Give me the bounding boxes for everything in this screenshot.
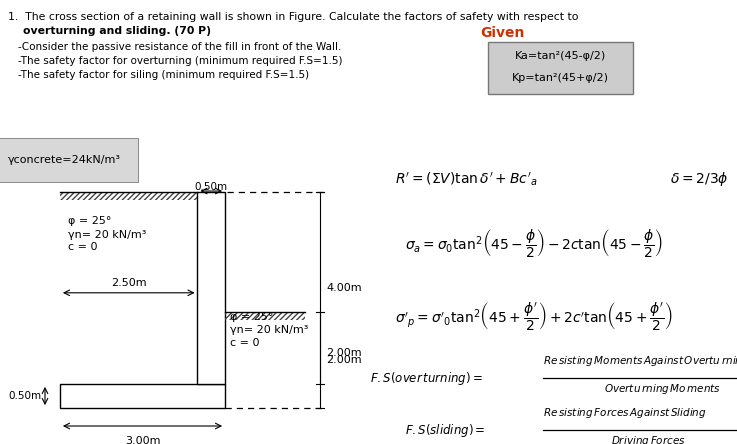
Text: 1.  The cross section of a retaining wall is shown in Figure. Calculate the fact: 1. The cross section of a retaining wall… — [8, 12, 579, 22]
Text: -Consider the passive resistance of the fill in front of the Wall.: -Consider the passive resistance of the … — [18, 42, 341, 52]
Text: φ = 25°: φ = 25° — [230, 312, 273, 322]
Text: Ka=tan²(45-φ/2): Ka=tan²(45-φ/2) — [515, 51, 606, 61]
Text: $F.S(sliding)=$: $F.S(sliding)=$ — [405, 421, 486, 439]
Text: $\mathit{Re\,sisting\,Forces\,Against\,Sliding}$: $\mathit{Re\,sisting\,Forces\,Against\,S… — [543, 406, 707, 420]
Bar — [60, 192, 198, 200]
Text: γn= 20 kN/m³: γn= 20 kN/m³ — [69, 230, 147, 240]
Text: γn= 20 kN/m³: γn= 20 kN/m³ — [230, 325, 308, 335]
Text: -The safety factor for siling (minimum required F.S=1.5): -The safety factor for siling (minimum r… — [18, 70, 309, 80]
Text: overturning and sliding. (70 P): overturning and sliding. (70 P) — [8, 26, 211, 36]
Text: $\sigma'_p = \sigma'_0\tan^2\!\left(45+\dfrac{\phi'}{2}\right)+2c'\tan\!\left(45: $\sigma'_p = \sigma'_0\tan^2\!\left(45+\… — [395, 300, 673, 333]
Text: $R' =\left(\Sigma V\right)\tan\delta' + Bc'_a$: $R' =\left(\Sigma V\right)\tan\delta' + … — [395, 170, 537, 188]
Text: 0.50m: 0.50m — [195, 182, 228, 192]
Bar — [488, 42, 633, 94]
Text: Kp=tan²(45+φ/2): Kp=tan²(45+φ/2) — [512, 73, 609, 83]
Text: $\sigma_a = \sigma_0\tan^2\!\left(45-\dfrac{\phi}{2}\right)-2c\tan\!\left(45-\df: $\sigma_a = \sigma_0\tan^2\!\left(45-\df… — [405, 228, 663, 260]
Text: 2.50m: 2.50m — [111, 278, 147, 288]
Bar — [198, 192, 225, 384]
Text: $F.S(over\,turning)=$: $F.S(over\,turning)=$ — [370, 369, 483, 386]
Text: 0.50m: 0.50m — [9, 391, 42, 401]
Text: φ = 25°: φ = 25° — [69, 216, 111, 226]
Text: Given: Given — [480, 26, 524, 40]
Text: 2.00m: 2.00m — [326, 348, 362, 358]
Text: 4.00m: 4.00m — [326, 283, 362, 293]
Text: 2.00m: 2.00m — [326, 355, 362, 365]
Text: -The safety factor for overturning (minimum required F.S=1.5): -The safety factor for overturning (mini… — [18, 56, 343, 66]
Text: c = 0: c = 0 — [230, 338, 259, 348]
Text: $\delta=2/3\phi$: $\delta=2/3\phi$ — [670, 170, 729, 188]
Text: $\mathit{Driving\,Forces}$: $\mathit{Driving\,Forces}$ — [610, 434, 685, 444]
Text: $\mathit{Re\,sisting\,Moments\,Against\,Overtu\,rning}$: $\mathit{Re\,sisting\,Moments\,Against\,… — [543, 354, 737, 368]
Text: 3.00m: 3.00m — [125, 436, 160, 444]
Text: c = 0: c = 0 — [69, 242, 98, 252]
Bar — [225, 312, 305, 320]
Text: γconcrete=24kN/m³: γconcrete=24kN/m³ — [8, 155, 121, 165]
Bar — [60, 384, 225, 408]
Text: $\mathit{Overtu\,rning\,Mo\,ments}$: $\mathit{Overtu\,rning\,Mo\,ments}$ — [604, 382, 722, 396]
